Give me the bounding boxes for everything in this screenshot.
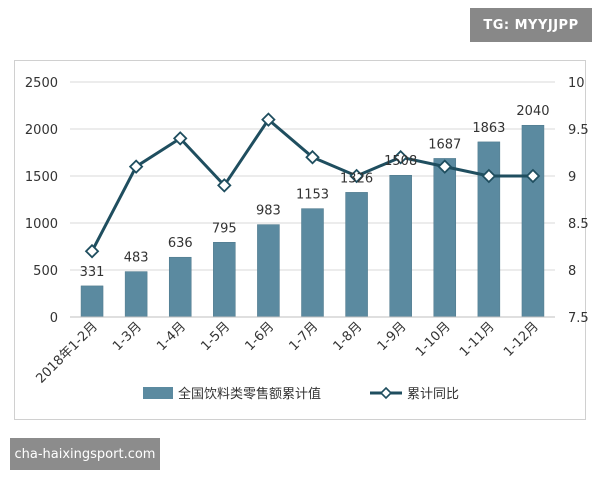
x-tick-label: 1-12月: [501, 319, 542, 360]
y-left-tick-label: 2500: [25, 76, 58, 91]
line-marker: [172, 131, 188, 146]
x-tick-label: 1-11月: [457, 319, 498, 360]
bar-data-label: 2040: [516, 104, 549, 119]
bar-data-label: 1863: [472, 121, 505, 136]
x-tick-label: 1-5月: [198, 319, 233, 354]
line-marker: [481, 168, 497, 184]
legend-marker: [379, 386, 393, 400]
line-marker: [525, 168, 541, 184]
channel-badge: TG: MYYJJPP: [470, 8, 592, 42]
bar-data-label: 1687: [428, 137, 461, 152]
bar-data-label: 1508: [384, 154, 417, 169]
bar: [433, 158, 457, 318]
bar: [80, 285, 104, 318]
line-marker: [261, 112, 276, 127]
site-watermark: cha-haixingsport.com: [10, 438, 160, 470]
bar: [521, 124, 545, 318]
bar: [345, 192, 368, 318]
y-right-tick-label: 10: [568, 76, 585, 91]
chart-frame: [14, 60, 586, 420]
x-tick-label: 1-9月: [375, 319, 410, 354]
y-left-tick-label: 1500: [25, 170, 58, 185]
y-right-tick-label: 7.5: [568, 311, 589, 326]
line-series: [84, 112, 541, 259]
x-tick-label: 2018年1-2月: [33, 319, 100, 386]
bar-data-label: 636: [168, 236, 193, 251]
bar: [389, 174, 412, 318]
data-labels: 331 483 636 795 983 1153 1326 1508 1687 1863 2040: [80, 104, 550, 280]
bar-data-label: 331: [80, 265, 105, 280]
bar: [124, 271, 148, 318]
y-left-tick-label: 2000: [25, 123, 58, 138]
y-right-tick-label: 8.5: [568, 217, 589, 232]
bar-data-label: 983: [256, 204, 281, 219]
x-tick-label: 1-8月: [331, 319, 366, 354]
bar: [213, 242, 236, 318]
line-marker: [393, 149, 408, 165]
bar: [168, 256, 192, 318]
bar: [477, 141, 501, 318]
bar: [301, 208, 324, 318]
legend-swatch-bar: [143, 387, 173, 399]
line-marker: [84, 243, 100, 259]
legend-label-bar: 全国饮料类零售额累计值: [178, 386, 321, 402]
line-marker: [128, 159, 144, 174]
line-marker: [217, 178, 232, 193]
bar-data-label: 483: [124, 251, 149, 266]
x-tick-label: 1-10月: [413, 319, 454, 360]
legend-label-line: 累计同比: [407, 387, 459, 402]
bar-data-label: 795: [212, 221, 237, 236]
bar-data-label: 1153: [296, 188, 329, 203]
x-tick-label: 1-6月: [242, 319, 277, 354]
line-marker: [305, 149, 320, 165]
y-right-tick-label: 8: [568, 264, 576, 279]
y-right-tick-label: 9: [568, 170, 576, 185]
line-marker: [349, 168, 364, 184]
y-left-tick-label: 1000: [25, 217, 58, 232]
y-left-tick-label: 0: [50, 311, 58, 326]
legend: 全国饮料类零售额累计值 累计同比: [143, 386, 459, 402]
y-left-tick-label: 500: [33, 264, 58, 279]
x-tick-label: 1-3月: [110, 319, 145, 354]
bar: [257, 224, 280, 318]
x-tick-label: 1-4月: [154, 319, 189, 354]
line-marker: [437, 159, 453, 174]
x-tick-label: 1-7月: [287, 319, 322, 354]
y-right-tick-label: 9.5: [568, 123, 589, 138]
bar-series: [80, 124, 545, 318]
bar-data-label: 1326: [340, 171, 373, 186]
